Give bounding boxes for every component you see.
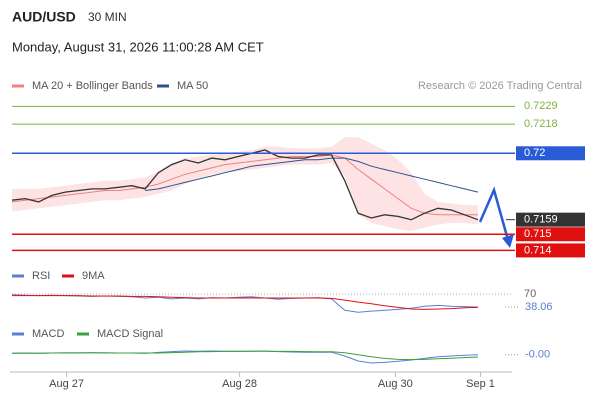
x-tick-label: Aug 30: [378, 378, 413, 390]
forecast-arrowhead: [502, 234, 514, 248]
legend-swatch: [62, 274, 74, 278]
legend-label: MA 20 + Bollinger Bands: [32, 80, 153, 92]
level-label: 0.7159: [524, 214, 558, 226]
x-tick-label: Sep 1: [466, 378, 495, 390]
level-label: 0.715: [524, 228, 552, 240]
y-tick-label: 70: [524, 288, 536, 300]
legend-label: MACD: [32, 328, 64, 340]
indicator-line: [12, 350, 478, 361]
level-box: [516, 212, 585, 227]
legend-swatch: [157, 84, 169, 88]
level-label: 0.714: [524, 244, 552, 256]
level-box: [516, 146, 585, 161]
timeframe: 30 MIN: [88, 10, 127, 24]
legend-label: MACD Signal: [97, 328, 163, 340]
indicator-line: [11, 154, 478, 216]
bollinger-band: [12, 137, 478, 231]
level-label: 0.7229: [524, 100, 558, 112]
forecast-arrow: [478, 186, 510, 241]
symbol: AUD/USD: [12, 9, 76, 25]
level-box: [516, 227, 585, 242]
credit: Research © 2026 Trading Central: [418, 80, 582, 92]
datetime: Monday, August 31, 2026 11:00:28 AM CET: [12, 39, 264, 54]
indicator-line: [145, 157, 479, 193]
legend-swatch: [12, 332, 24, 336]
legend-label: 9MA: [82, 270, 105, 282]
x-tick-label: Aug 27: [49, 378, 84, 390]
legend-swatch: [77, 332, 89, 336]
indicator-line: [12, 295, 478, 310]
legend-label: MA 50: [177, 80, 208, 92]
legend-swatch: [12, 84, 24, 88]
last-value-label: -0.00: [525, 349, 550, 361]
legend-swatch: [12, 274, 24, 278]
price-line: [11, 149, 479, 221]
level-label: 0.7218: [524, 118, 558, 130]
level-label: 0.72: [524, 147, 545, 159]
level-box: [516, 243, 585, 258]
x-tick-label: Aug 28: [222, 378, 257, 390]
indicator-line: [11, 294, 478, 313]
last-value-label: 38.06: [525, 301, 553, 313]
legend-label: RSI: [32, 270, 50, 282]
